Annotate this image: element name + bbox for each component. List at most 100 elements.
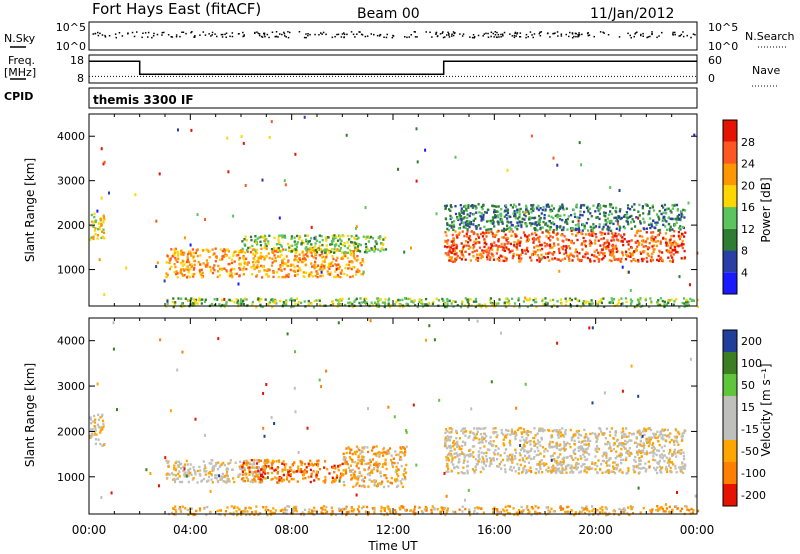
noise-point [114,33,117,35]
velocity-cell [368,474,372,477]
velocity-cell [328,472,331,475]
power-cell [251,261,255,264]
power-cell [97,222,100,225]
power-cell [664,208,667,212]
power-cell [448,259,451,262]
power-cell [625,250,628,253]
power-cell [350,235,353,238]
power-cell [483,239,486,242]
power-cell [432,301,435,304]
power-cell [683,305,686,308]
power-cell [342,251,346,254]
power-cell [598,225,601,229]
power-cell [627,248,630,251]
velocity-cell [279,476,282,480]
power-cell [389,305,392,309]
power-cell [246,248,249,252]
power-cell [316,275,319,279]
power-cell [549,246,552,250]
velocity-cell [385,450,388,453]
power-cell [96,209,99,213]
power-cell [457,233,460,236]
power-cell [445,240,448,243]
power-cell [504,256,507,259]
velocity-cell [572,436,575,439]
power-cell [616,238,619,242]
power-background [89,114,697,306]
power-cell [457,227,461,230]
velocity-cell [518,466,521,470]
power-cell [574,227,577,230]
power-cell [322,255,325,258]
velocity-cell [255,459,258,462]
noise-point [527,36,529,38]
power-cell [455,246,458,250]
power-cell [546,230,549,234]
power-cell [501,220,504,224]
power-cell [328,267,331,270]
velocity-cell [581,440,584,443]
velocity-cell [402,452,405,455]
velocity-cell [379,474,382,478]
power-cell [268,268,271,272]
velocity-background [89,318,697,514]
power-cell [255,248,258,252]
power-cell [280,245,283,248]
velocity-cell [275,477,278,480]
velocity-cell [276,470,280,474]
noise-point [496,31,498,34]
velocity-cell [101,444,104,447]
power-cell [640,243,644,246]
power-cell [453,220,456,223]
velocity-cell [360,462,363,465]
power-cell [512,254,515,258]
power-cell [687,201,690,205]
power-cell [289,244,292,248]
noise-point [599,31,602,33]
velocity-cell [558,470,561,473]
power-cell [518,306,521,309]
power-cell [570,214,573,217]
velocity-cell [373,466,376,470]
power-cell [456,304,459,307]
power-cell [635,241,638,244]
velocity-cell [296,480,299,483]
velocity-cell [354,477,357,480]
noise-point [490,35,492,38]
noise-point [224,33,226,36]
velocity-cell [183,473,186,476]
noise-point [560,35,563,37]
power-cell [448,245,451,248]
power-cell [611,232,614,235]
power-cell [243,297,246,301]
power-cell [621,254,625,257]
power-cell [450,226,453,229]
velocity-cell [355,482,358,486]
power-cell [543,213,546,217]
power-cell [515,253,519,257]
power-cell [352,266,355,269]
power-cell [490,252,493,255]
power-cell [576,228,579,231]
velocity-cell [376,463,379,466]
power-cell [526,250,530,253]
velocity-cell [391,465,395,468]
power-cell [630,246,633,249]
power-cell [629,302,633,306]
power-cell [563,257,567,260]
velocity-cell [243,479,246,483]
power-cell [450,258,453,261]
power-cell [195,298,198,302]
power-cell [94,227,97,230]
power-cell [323,267,326,270]
power-cell [180,249,183,252]
power-cell [223,267,226,270]
velocity-cell [601,459,604,463]
power-cell [258,297,261,301]
power-cell [213,252,216,255]
power-cell [216,297,219,301]
power-cell [545,242,548,246]
power-cell [201,271,204,275]
power-cell [172,253,175,256]
